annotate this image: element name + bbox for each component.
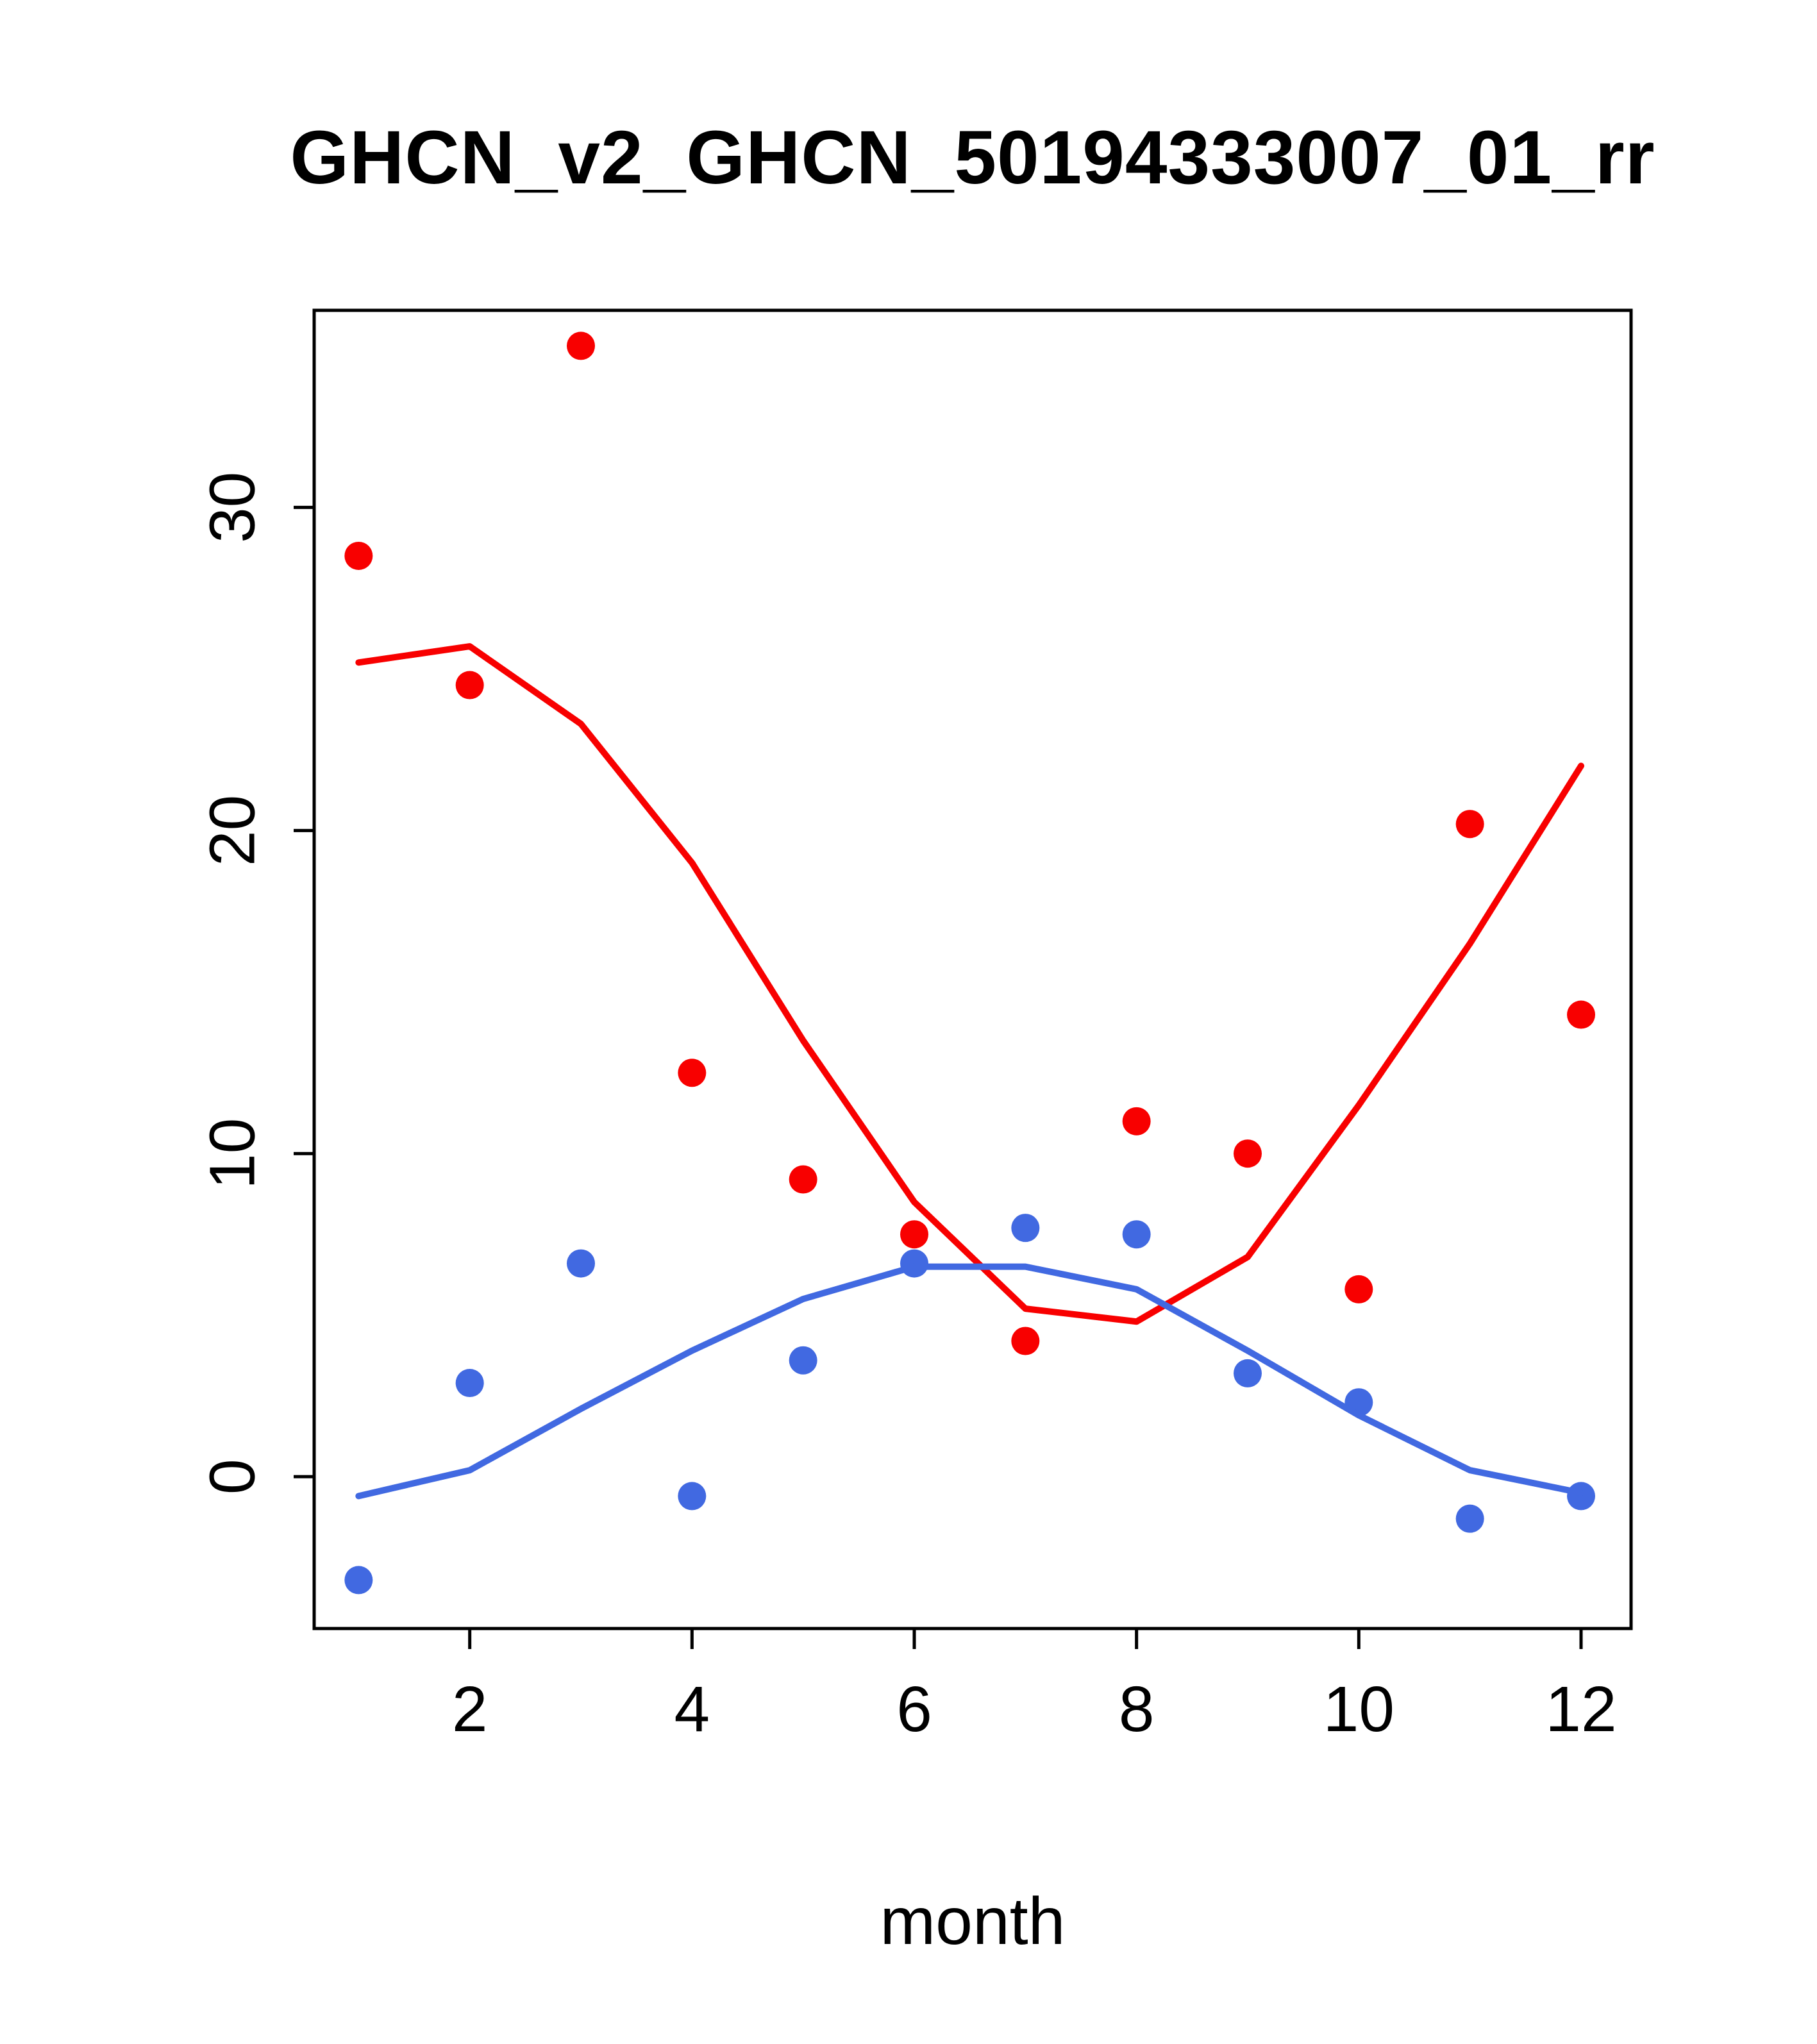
blue-points-point <box>1011 1214 1040 1243</box>
blue-points-point <box>344 1566 373 1595</box>
red-points-point <box>567 331 595 360</box>
blue-points-point <box>1234 1359 1262 1387</box>
blue-points-point <box>789 1346 817 1375</box>
y-tick-label: 30 <box>196 472 268 543</box>
y-tick-label: 0 <box>196 1459 268 1495</box>
red-points-point <box>1344 1275 1373 1303</box>
blue-points-point <box>567 1249 595 1278</box>
red-points-point <box>900 1220 928 1249</box>
plot-border <box>312 308 1633 1630</box>
red-points-point <box>455 671 484 699</box>
x-tick-label: 2 <box>452 1673 488 1745</box>
blue-points-point <box>1122 1220 1151 1249</box>
red-points-point <box>1234 1139 1262 1168</box>
blue-points-point <box>678 1482 707 1511</box>
x-tick-label: 10 <box>1323 1673 1394 1745</box>
red-smooth-line <box>355 643 1584 1325</box>
chart-title: GHCN_v2_GHCN_50194333007_01_rr <box>290 115 1655 200</box>
blue-points-point <box>1567 1482 1595 1511</box>
red-points-point <box>344 541 373 570</box>
y-tick-label: 10 <box>196 1118 268 1189</box>
x-axis-label: month <box>880 1884 1066 1959</box>
x-tick-label: 6 <box>896 1673 932 1745</box>
blue-points-point <box>455 1369 484 1398</box>
x-tick-label: 8 <box>1119 1673 1155 1745</box>
red-points-point <box>1122 1107 1151 1135</box>
blue-points-point <box>1455 1504 1484 1533</box>
x-tick-label: 4 <box>674 1673 710 1745</box>
blue-points-point <box>900 1249 928 1278</box>
red-points-point <box>1567 1000 1595 1029</box>
x-tick-label: 12 <box>1545 1673 1616 1745</box>
y-tick-label: 20 <box>196 795 268 866</box>
red-points-point <box>1011 1327 1040 1355</box>
red-points-point <box>789 1165 817 1194</box>
blue-smooth-line <box>355 1263 1584 1500</box>
red-points-point <box>1455 810 1484 839</box>
red-points-point <box>678 1059 707 1087</box>
